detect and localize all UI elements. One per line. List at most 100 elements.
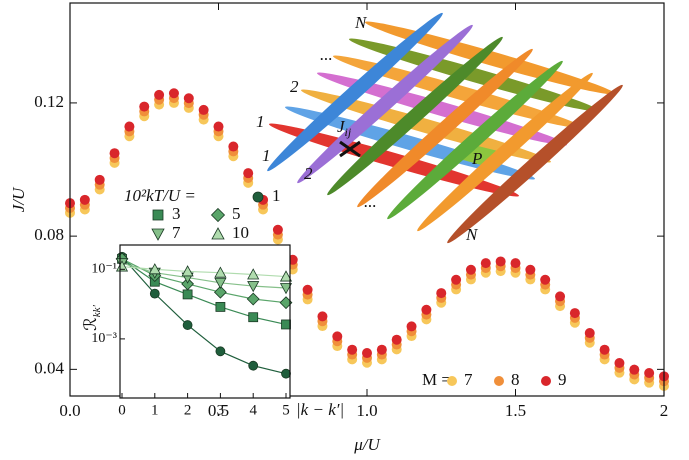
legend-title: M = bbox=[422, 370, 451, 389]
x-tick-label: 1.5 bbox=[505, 401, 526, 420]
chain bbox=[417, 72, 593, 232]
marker bbox=[182, 289, 193, 300]
chain bbox=[357, 48, 533, 208]
marker bbox=[182, 320, 193, 330]
point bbox=[510, 258, 521, 269]
main-plot: 0.0 0.5 1.0 1.5 2 0.04 0.08 0.12 μ/U J/U M = 7 8 9 bbox=[9, 2, 669, 454]
marker bbox=[252, 191, 264, 203]
point bbox=[569, 308, 580, 319]
coupling-mark bbox=[339, 140, 361, 158]
legend-label: 3 bbox=[172, 204, 181, 223]
marker bbox=[279, 270, 293, 282]
y-tick-label: 10⁻¹ bbox=[91, 262, 117, 277]
point bbox=[421, 304, 432, 315]
point bbox=[555, 291, 566, 302]
y-tick-label: 0.08 bbox=[34, 225, 64, 244]
y-axis-label: ℛkk′ bbox=[81, 305, 103, 331]
point bbox=[109, 148, 120, 159]
marker bbox=[213, 285, 227, 299]
marker bbox=[281, 368, 291, 379]
marker bbox=[279, 283, 293, 295]
chain-label: 2 bbox=[290, 77, 299, 96]
coupling-label: Jij bbox=[337, 117, 352, 139]
marker bbox=[181, 265, 194, 277]
x-tick-label: 4 bbox=[249, 402, 257, 418]
illustration: N ... 2 1 1 2 ... N Jij P bbox=[256, 12, 623, 244]
marker bbox=[215, 346, 226, 357]
x-tick-label: 1.0 bbox=[356, 401, 377, 420]
marker bbox=[214, 266, 227, 278]
chain-label: 1 bbox=[256, 112, 265, 131]
point bbox=[599, 344, 610, 355]
x-axis-label: |k − k′| bbox=[296, 400, 344, 419]
chain-label: ... bbox=[364, 192, 377, 211]
point bbox=[451, 274, 462, 285]
marker bbox=[211, 227, 225, 240]
point bbox=[614, 358, 625, 369]
y-tick-label: 10⁻³ bbox=[91, 331, 117, 346]
x-axis-label: μ/U bbox=[353, 435, 381, 454]
chain bbox=[447, 84, 623, 244]
chain bbox=[349, 38, 599, 112]
chains-a bbox=[267, 12, 623, 244]
line bbox=[121, 256, 287, 375]
legend-title: 10²kT/U = bbox=[124, 186, 196, 205]
point bbox=[495, 256, 506, 267]
y-axis-label-main: ℛ bbox=[81, 317, 100, 331]
chain bbox=[333, 55, 583, 129]
legend-marker bbox=[494, 376, 504, 386]
point bbox=[332, 331, 343, 342]
point bbox=[168, 88, 179, 99]
point bbox=[94, 174, 105, 185]
marker bbox=[115, 260, 129, 272]
point bbox=[243, 168, 254, 179]
point bbox=[480, 258, 491, 269]
plaquette-label: P bbox=[471, 149, 482, 168]
legend-marker bbox=[447, 376, 457, 386]
chain bbox=[267, 12, 443, 172]
chain bbox=[365, 21, 615, 95]
y-tick-label: 0.04 bbox=[34, 358, 64, 377]
marker bbox=[215, 302, 226, 312]
point bbox=[124, 121, 135, 132]
y-axis-label-sub: kk′ bbox=[91, 305, 103, 318]
chain bbox=[327, 36, 503, 196]
inset-frame bbox=[119, 244, 291, 399]
point bbox=[302, 284, 313, 295]
inset-plot: 0 1 2 3 4 5 10⁻¹ 10⁻³ |k − k′| ℛkk′ 10²kT/U = 1 3 5 7 1… bbox=[81, 186, 344, 419]
point bbox=[436, 288, 447, 299]
chain-label: ... bbox=[320, 45, 333, 64]
marker bbox=[214, 277, 227, 290]
point bbox=[644, 368, 655, 379]
point bbox=[213, 121, 224, 132]
marker bbox=[149, 288, 160, 299]
marker bbox=[247, 281, 260, 293]
point bbox=[376, 344, 387, 355]
chain-label: 2 bbox=[304, 164, 313, 183]
point bbox=[183, 93, 194, 104]
chain bbox=[301, 89, 551, 163]
x-tick-label: 0 bbox=[118, 402, 126, 418]
point bbox=[629, 364, 640, 375]
marker bbox=[248, 312, 259, 323]
x-tick-label: 0.0 bbox=[59, 401, 80, 420]
marker bbox=[152, 209, 164, 221]
marker bbox=[247, 268, 260, 280]
marker bbox=[210, 207, 226, 223]
point bbox=[79, 194, 90, 205]
line bbox=[121, 262, 287, 289]
point bbox=[465, 264, 476, 275]
chain bbox=[317, 72, 567, 146]
y-axis-label: J/U bbox=[9, 186, 28, 212]
legend-label: 7 bbox=[172, 223, 181, 242]
point bbox=[154, 89, 165, 100]
point bbox=[139, 101, 150, 112]
coupling: J bbox=[337, 117, 346, 136]
marker bbox=[181, 277, 195, 291]
coupling-sub: ij bbox=[345, 125, 352, 139]
legend-label: 7 bbox=[464, 370, 473, 389]
x-tick-label: 2 bbox=[184, 402, 192, 418]
y-tick-label: 0.12 bbox=[34, 92, 64, 111]
legend-label: 8 bbox=[511, 370, 520, 389]
